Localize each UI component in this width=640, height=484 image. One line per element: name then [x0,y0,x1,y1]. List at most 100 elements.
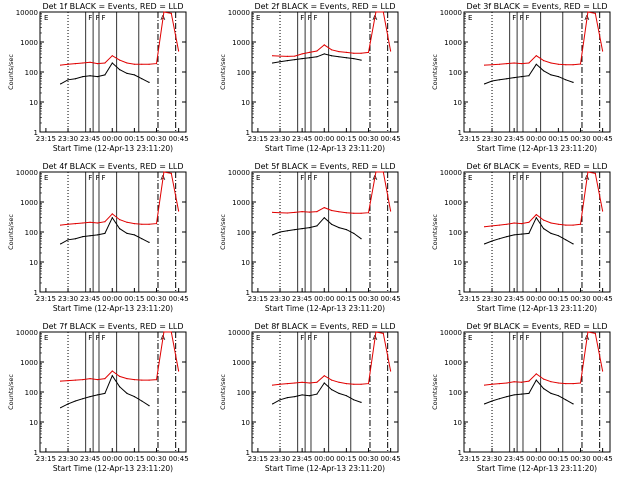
data-point [345,51,347,54]
data-point [308,227,311,229]
x-tick-label: 00:15 [124,295,144,303]
data-point [67,380,69,382]
y-tick-label: 1 [246,289,250,297]
data-point [89,221,91,223]
y-axis-label: Counts/sec [219,214,227,250]
y-tick-label: 100 [25,389,38,397]
x-tick-label: 23:30 [270,295,290,303]
data-point [338,211,340,213]
data-point [294,382,296,384]
data-point [513,222,515,224]
data-point [506,396,508,398]
data-point [286,230,288,232]
data-point [96,234,99,236]
data-point [148,379,150,381]
data-point [163,331,165,333]
y-tick-label: 1 [34,449,38,457]
x-tick-label: 23:45 [80,135,100,143]
plot-title: Det 8f BLACK = Events, RED = LLD [254,322,395,331]
plot-title: Det 1f BLACK = Events, RED = LLD [42,2,183,11]
data-point [345,229,347,231]
data-point [390,210,392,212]
data-point [550,232,552,234]
data-point [104,74,106,76]
data-point [60,407,62,409]
data-point [543,219,545,221]
data-point [338,56,340,58]
data-point [67,223,69,225]
data-point [104,221,106,223]
data-point [308,395,311,397]
data-point [148,223,150,225]
y-tick-label: 100 [449,389,462,397]
x-axis-label: Start Time (12-Apr-13 23:11:20) [265,304,385,313]
data-point [513,77,515,79]
y-tick-label: 1000 [20,359,38,367]
data-point [82,76,84,78]
data-point [520,76,523,78]
data-point [178,210,180,212]
data-point [170,12,172,14]
plot-frame [251,331,399,453]
data-point [272,211,274,213]
data-point [67,79,69,81]
x-axis-label: Start Time (12-Apr-13 23:11:20) [265,464,385,473]
y-axis-label: Counts/sec [7,54,15,90]
data-point [498,383,500,385]
data-point [550,62,552,64]
data-point [565,239,567,241]
data-point [279,212,281,214]
flag-label: F [96,334,100,342]
data-point [294,59,296,61]
data-point [308,57,311,59]
data-point [126,392,128,394]
data-point [513,62,515,64]
x-tick-label: 00:45 [593,135,613,143]
y-tick-label: 100 [237,69,250,77]
data-point [67,63,69,65]
y-tick-label: 100 [25,69,38,77]
plot-title: Det 3f BLACK = Events, RED = LLD [466,2,607,11]
data-point [528,221,530,223]
x-tick-label: 23:15 [248,135,268,143]
data-point [141,78,143,80]
data-point [587,11,589,13]
data-point [572,383,574,385]
data-point [323,44,325,46]
data-point [353,383,355,385]
data-point [74,223,76,225]
flag-label: F [313,174,317,182]
x-tick-label: 00:30 [570,455,590,463]
y-tick-label: 1000 [444,199,462,207]
x-tick-label: 00:45 [381,455,401,463]
data-point [170,331,172,333]
x-tick-label: 00:15 [548,455,568,463]
flag-label: F [88,334,92,342]
data-point [513,394,515,396]
x-tick-label: 00:45 [593,455,613,463]
data-point [279,383,281,385]
x-tick-label: 00:30 [146,455,166,463]
y-tick-label: 100 [449,229,462,237]
x-tick-label: 00:00 [314,455,334,463]
x-tick-label: 00:00 [102,295,122,303]
data-point [82,222,84,224]
data-point [498,63,500,65]
data-point [543,388,545,390]
flag-label: F [101,14,105,22]
data-point [60,83,62,85]
y-tick-label: 1 [458,129,462,137]
data-point [587,171,589,173]
plot-frame [463,11,611,133]
x-axis-label: Start Time (12-Apr-13 23:11:20) [265,144,385,153]
plot-frame [463,331,611,453]
data-point [89,61,91,63]
plot-frame [251,171,399,293]
y-axis-label: Counts/sec [431,214,439,250]
data-point [382,11,384,13]
flag-label: F [101,334,105,342]
data-point [375,331,377,333]
data-point [301,53,303,55]
